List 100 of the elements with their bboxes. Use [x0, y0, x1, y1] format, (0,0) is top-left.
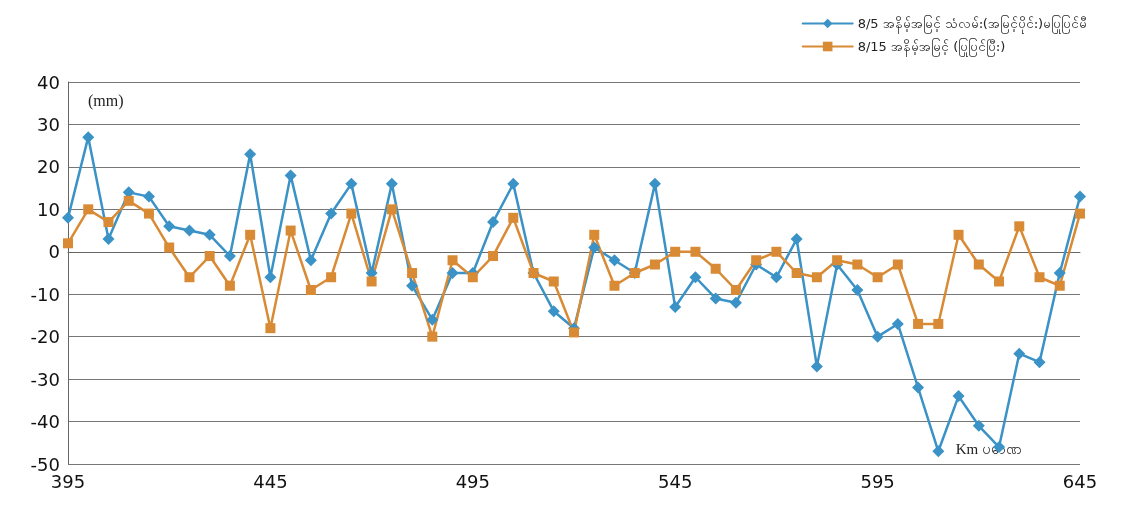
point: [406, 279, 419, 292]
point: [407, 268, 418, 278]
point: [325, 207, 338, 220]
point: [589, 229, 600, 240]
point: [972, 419, 985, 432]
point: [346, 208, 357, 219]
point: [548, 276, 559, 287]
point: [770, 271, 783, 284]
legend-label: 8/5 အနိမ့်အမြင့် သံလမ်း(အမြင့်ပိုင်း)မပြုပြင်မီ: [857, 15, 1088, 34]
point: [143, 208, 154, 219]
point: [710, 263, 721, 274]
point: [224, 280, 235, 291]
point: [1014, 221, 1025, 232]
point: [204, 251, 215, 262]
point: [83, 204, 94, 215]
x-tick-label: 595: [860, 470, 895, 492]
point: [184, 272, 195, 283]
y-tick-label: 40: [37, 71, 60, 93]
point: [953, 229, 964, 240]
point: [709, 292, 722, 305]
point: [123, 195, 134, 206]
y-tick-label: 10: [37, 198, 60, 220]
point: [790, 233, 803, 246]
point: [1013, 347, 1026, 360]
point: [386, 204, 397, 215]
point: [933, 318, 944, 329]
x-tick-label: 645: [1062, 470, 1098, 492]
point: [994, 276, 1005, 287]
point: [669, 300, 682, 313]
point: [608, 254, 621, 267]
point: [649, 259, 660, 270]
y-tick-label: -20: [30, 326, 60, 348]
y-tick-label: 30: [37, 113, 60, 135]
point: [689, 271, 702, 284]
point: [729, 296, 742, 309]
point: [63, 238, 73, 249]
point: [690, 246, 701, 257]
point: [326, 272, 337, 283]
point: [427, 331, 438, 342]
point: [791, 268, 802, 278]
point: [569, 327, 579, 338]
y-tick-label: -10: [30, 283, 60, 305]
point: [588, 241, 601, 254]
point: [164, 242, 175, 253]
point: [304, 254, 317, 267]
point: [891, 317, 904, 330]
point: [913, 318, 924, 329]
point: [912, 381, 925, 394]
point: [1033, 356, 1046, 369]
point: [1054, 280, 1065, 291]
point: [952, 390, 965, 403]
point: [932, 445, 945, 458]
point: [892, 259, 903, 270]
point: [547, 305, 560, 318]
y-tick-label: -40: [30, 411, 60, 433]
y-tick-label: 20: [37, 156, 60, 178]
point: [730, 284, 741, 295]
y-axis-title: (mm): [88, 91, 124, 110]
point: [872, 272, 883, 283]
point: [852, 259, 863, 270]
point: [183, 224, 196, 237]
point: [305, 284, 316, 295]
point: [507, 177, 520, 190]
point: [366, 276, 377, 287]
x-tick-label: 445: [253, 470, 288, 492]
point: [426, 313, 439, 326]
point: [751, 255, 762, 266]
point: [467, 272, 478, 283]
point: [163, 220, 176, 233]
point: [102, 233, 115, 246]
point: [508, 212, 519, 223]
point: [285, 225, 296, 236]
point: [973, 259, 984, 270]
point: [832, 255, 843, 266]
point: [851, 283, 864, 296]
point: [488, 251, 499, 262]
point: [446, 267, 459, 279]
y-tick-label: -30: [30, 368, 60, 390]
x-tick-label: 495: [455, 470, 490, 492]
point: [245, 229, 256, 240]
point: [871, 330, 884, 343]
point: [142, 190, 155, 203]
point: [670, 246, 681, 257]
legend-label: 8/15 အနိမ့်အမြင့် (ပြုပြင်ပြီး): [857, 38, 1006, 57]
point: [1074, 190, 1086, 203]
point: [811, 272, 822, 283]
point: [447, 255, 458, 266]
point: [103, 217, 114, 228]
point: [345, 177, 358, 190]
point: [609, 280, 620, 291]
point: [203, 228, 216, 241]
point: [265, 323, 276, 334]
point: [223, 250, 236, 263]
point: [62, 211, 74, 224]
point: [771, 246, 782, 257]
x-tick-label: 545: [658, 470, 693, 492]
y-tick-label: 0: [48, 241, 60, 263]
point: [1034, 272, 1045, 283]
point: [1075, 208, 1085, 219]
point: [1053, 267, 1066, 279]
